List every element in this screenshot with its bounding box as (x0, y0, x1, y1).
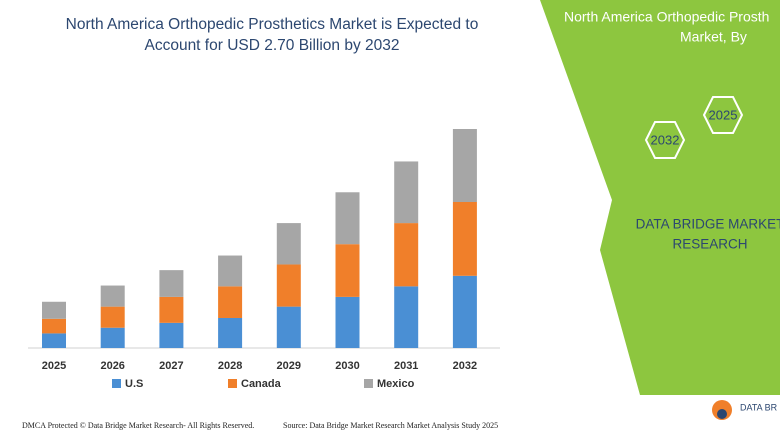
x-tick-label: 2032 (453, 360, 477, 372)
x-tick-label: 2029 (277, 360, 301, 372)
bar-segment (452, 202, 477, 276)
bar-segment (42, 301, 66, 319)
legend-swatch (364, 379, 373, 388)
copyright: DMCA Protected © Data Bridge Market Rese… (22, 421, 254, 430)
x-tick-label: 2031 (394, 360, 418, 372)
bar-segment (159, 270, 184, 297)
source: Source: Data Bridge Market Research Mark… (283, 421, 498, 430)
bar-segment (100, 285, 125, 307)
x-tick-label: 2025 (42, 360, 66, 372)
x-tick-label: 2030 (335, 360, 359, 372)
legend-label: U.S (125, 378, 143, 390)
bar-segment (276, 306, 301, 348)
chart-title: Account for USD 2.70 Billion by 2032 (144, 37, 399, 54)
hexagon (644, 121, 686, 159)
bar-segment (42, 333, 66, 348)
x-tick-label: 2028 (218, 360, 242, 372)
logo-icon (717, 409, 727, 419)
hexagon (702, 96, 744, 134)
bar-segment (42, 318, 66, 334)
legend-label: Mexico (377, 378, 415, 390)
bar-segment (276, 264, 301, 307)
bar-segment (218, 317, 243, 348)
side-panel (540, 0, 780, 395)
bar-segment (218, 286, 243, 318)
legend-swatch (228, 379, 237, 388)
chart-title: North America Orthopedic Prosthetics Mar… (66, 16, 479, 33)
brand-text: RESEARCH (672, 237, 747, 252)
bar-segment (276, 223, 301, 265)
brand-text: DATA BRIDGE MARKET (636, 217, 780, 232)
x-tick-label: 2026 (100, 360, 124, 372)
bar-segment (335, 244, 360, 297)
bar-segment (335, 296, 360, 348)
bar-segment (394, 286, 419, 348)
bar-segment (452, 275, 477, 348)
hexagon-label: 2025 (709, 107, 738, 122)
bar-segment (100, 306, 125, 328)
bar-segment (159, 322, 184, 348)
bar-segment (394, 161, 419, 224)
bar-segment (452, 129, 477, 202)
x-tick-label: 2027 (159, 360, 183, 372)
bar-segment (218, 255, 243, 287)
bar-segment (394, 223, 419, 287)
panel-heading: North America Orthopedic Prosth (564, 9, 769, 25)
bar-segment (100, 327, 125, 348)
legend-swatch (112, 379, 121, 388)
legend-label: Canada (241, 378, 282, 390)
bar-segment (159, 296, 184, 323)
bar-segment (335, 192, 360, 245)
hexagon-label: 2032 (651, 132, 680, 147)
panel-heading: Market, By (680, 29, 747, 45)
logo-text: DATA BR (740, 402, 778, 412)
